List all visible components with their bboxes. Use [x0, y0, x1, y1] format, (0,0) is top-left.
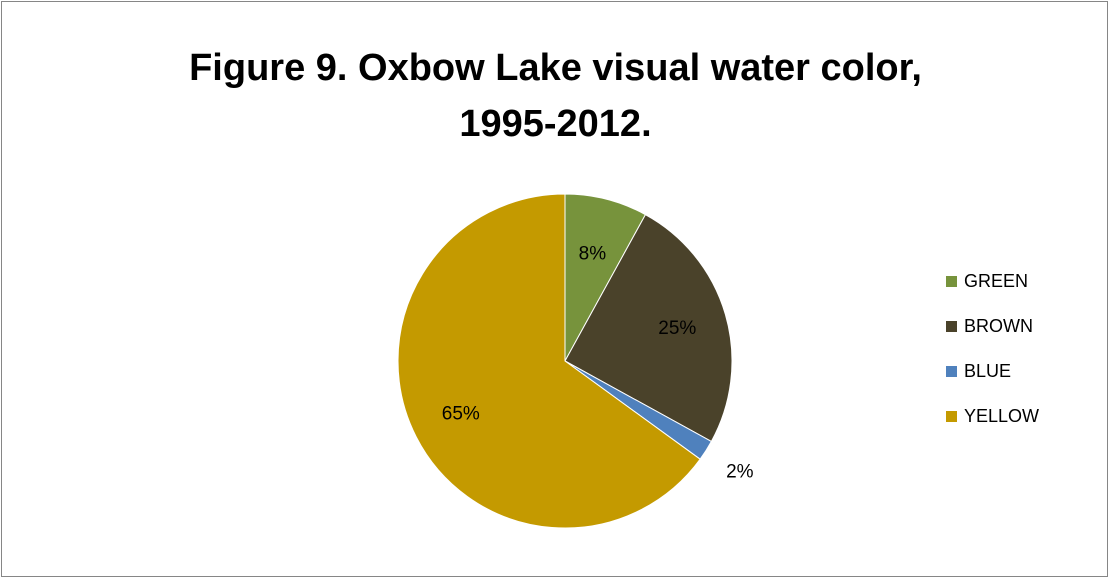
legend-swatch-blue	[946, 365, 957, 377]
data-label-green: 8%	[579, 244, 607, 265]
legend-item-blue: BLUE	[946, 360, 1039, 382]
legend-label-brown: BROWN	[964, 315, 1033, 336]
data-label-yellow: 65%	[442, 404, 480, 425]
data-label-brown: 25%	[658, 318, 696, 339]
legend-item-brown: BROWN	[946, 315, 1039, 337]
legend-swatch-yellow	[946, 410, 957, 422]
legend-item-green: GREEN	[946, 270, 1039, 292]
legend-label-blue: BLUE	[964, 360, 1012, 381]
legend-swatch-brown	[946, 320, 957, 332]
chart-title-line-1: Figure 9. Oxbow Lake visual water color,	[189, 47, 922, 89]
legend-label-green: GREEN	[964, 270, 1029, 291]
chart-title: Figure 9. Oxbow Lake visual water color,…	[2, 40, 1109, 152]
data-label-blue: 2%	[726, 462, 754, 483]
legend-item-yellow: YELLOW	[946, 405, 1039, 427]
legend-label-yellow: YELLOW	[964, 405, 1040, 426]
legend: GREEN BROWN BLUE YELLOW	[946, 270, 1039, 450]
pie-slice-yellow	[397, 193, 701, 529]
chart-title-line-2: 1995-2012.	[459, 103, 652, 145]
pie-slice-brown	[564, 213, 733, 443]
legend-swatch-green	[946, 275, 957, 287]
